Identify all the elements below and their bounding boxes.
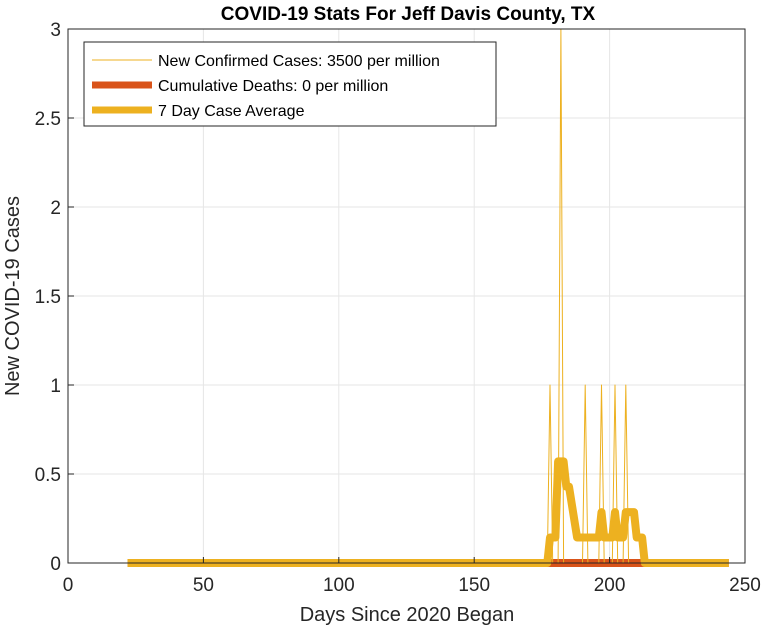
- y-tick-label: 0.5: [35, 465, 61, 486]
- x-tick-label: 50: [193, 575, 214, 596]
- y-axis-ticks: 0 0.5 1 1.5 2 2.5 3: [35, 20, 74, 575]
- y-tick-label: 2: [50, 198, 61, 219]
- y-tick-label: 0: [50, 554, 61, 575]
- x-tick-label: 200: [594, 575, 626, 596]
- legend-label-cumulative-deaths: Cumulative Deaths: 0 per million: [158, 78, 388, 95]
- y-tick-label: 3: [50, 20, 61, 41]
- legend-box: [83, 41, 497, 127]
- x-axis-label: Days Since 2020 Began: [300, 604, 515, 626]
- x-tick-label: 0: [63, 575, 74, 596]
- x-tick-label: 100: [323, 575, 355, 596]
- x-axis-ticks: 0 50 100 150 200 250: [63, 557, 761, 596]
- series-7day-case-average: [127, 457, 729, 567]
- legend-label-new-cases: New Confirmed Cases: 3500 per million: [158, 53, 440, 70]
- chart-title: COVID-19 Stats For Jeff Davis County, TX: [221, 4, 596, 25]
- y-tick-label: 1: [50, 376, 61, 397]
- y-tick-label: 2.5: [35, 109, 61, 130]
- legend-label-7day-average: 7 Day Case Average: [158, 103, 305, 120]
- legend: New Confirmed Cases: 3500 per million Cu…: [83, 41, 497, 127]
- x-tick-label: 150: [458, 575, 490, 596]
- x-tick-label: 250: [729, 575, 761, 596]
- y-tick-label: 1.5: [35, 287, 61, 308]
- y-axis-label: New COVID-19 Cases: [2, 196, 24, 396]
